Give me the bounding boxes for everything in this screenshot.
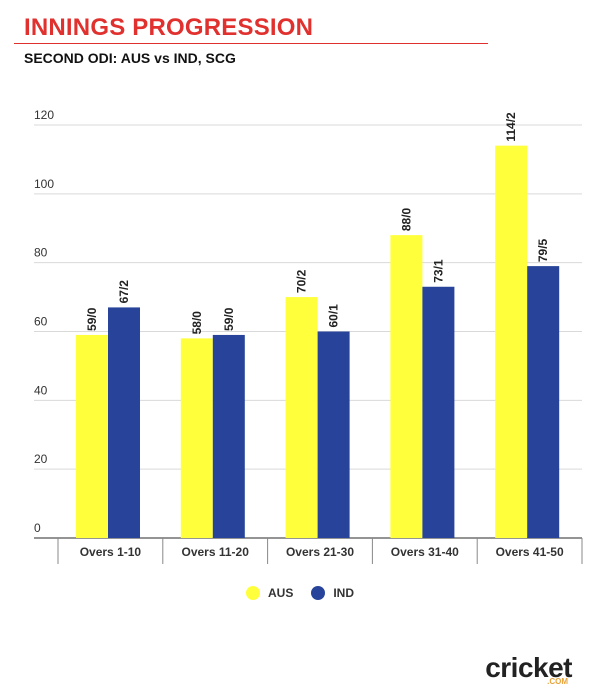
legend-swatch-ind (311, 586, 326, 600)
data-label-ind: 60/1 (327, 304, 341, 328)
data-label-aus: 59/0 (85, 307, 99, 331)
data-label-ind: 73/1 (431, 259, 445, 283)
data-label-aus: 114/2 (504, 112, 518, 142)
y-tick-label: 20 (34, 452, 48, 466)
data-label-aus: 58/0 (190, 311, 204, 335)
bar-aus (180, 338, 213, 538)
data-label-aus: 70/2 (295, 269, 309, 293)
brand-logo-suffix: .COM (547, 677, 568, 686)
x-tick-label: Overs 41-50 (496, 545, 564, 559)
data-label-aus: 88/0 (399, 207, 413, 231)
chart-title: INNINGS PROGRESSION (24, 14, 314, 41)
legend-label-aus: AUS (267, 586, 294, 600)
bar-aus (285, 297, 318, 538)
bar-ind (317, 331, 350, 538)
bar-aus (495, 145, 528, 538)
legend-label-ind: IND (333, 586, 354, 600)
x-tick-label: Overs 11-20 (182, 545, 250, 559)
x-tick-label: Overs 31-40 (391, 545, 459, 559)
legend: AUS IND (0, 586, 600, 600)
legend-item-ind: IND (311, 586, 354, 600)
brand-logo: cricket (485, 652, 572, 683)
y-tick-label: 60 (34, 315, 48, 329)
y-tick-label: 100 (34, 177, 54, 191)
data-label-ind: 67/2 (117, 280, 131, 304)
y-tick-label: 120 (34, 108, 54, 122)
x-tick-label: Overs 1-10 (80, 545, 142, 559)
bar-ind (212, 334, 245, 538)
x-tick-label: Overs 21-30 (286, 545, 354, 559)
y-tick-label: 80 (34, 246, 48, 260)
y-tick-label: 40 (34, 383, 48, 397)
title-divider (14, 43, 488, 44)
bar-ind (527, 266, 560, 538)
legend-swatch-aus (245, 586, 260, 600)
data-label-ind: 79/5 (536, 238, 550, 262)
chart-subtitle: SECOND ODI: AUS vs IND, SCG (24, 50, 236, 66)
bar-ind (108, 307, 140, 538)
bar-ind (422, 286, 455, 538)
bar-aus (390, 235, 423, 538)
legend-item-aus: AUS (245, 586, 294, 600)
y-tick-label: 0 (34, 521, 41, 535)
data-label-ind: 59/0 (222, 307, 236, 331)
bar-aus (76, 334, 108, 538)
